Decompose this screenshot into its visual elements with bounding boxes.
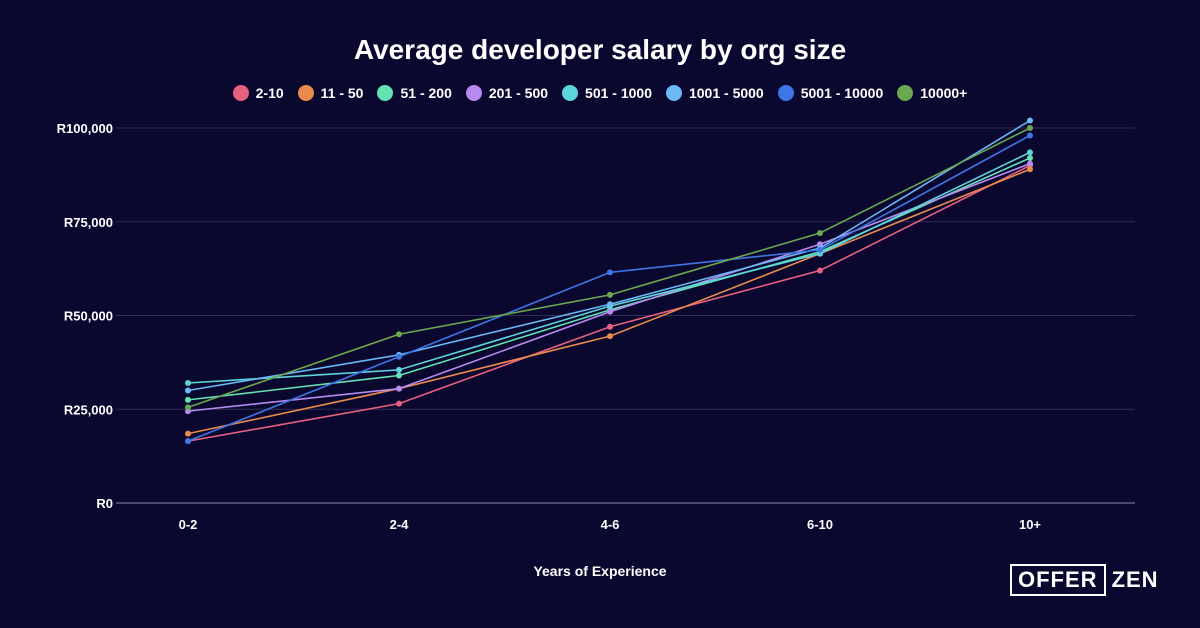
data-point bbox=[607, 333, 613, 340]
legend-item: 1001 - 5000 bbox=[665, 85, 764, 101]
series-line-5001-10000 bbox=[187, 134, 1031, 442]
data-point bbox=[817, 246, 823, 253]
legend-item: 5001 - 10000 bbox=[777, 85, 884, 101]
x-tick-label: 4-6 bbox=[601, 517, 620, 532]
legend-swatch bbox=[232, 85, 249, 101]
legend-swatch bbox=[777, 85, 794, 101]
legend-label: 201 - 500 bbox=[488, 85, 549, 101]
x-tick-label: 2-4 bbox=[390, 517, 410, 532]
data-point bbox=[1027, 132, 1033, 139]
logo-boxed-text: OFFER bbox=[1010, 563, 1106, 596]
x-tick-label: 0-2 bbox=[179, 517, 198, 532]
legend-label: 2-10 bbox=[255, 85, 284, 101]
legend-item: 201 - 500 bbox=[465, 85, 549, 101]
data-point bbox=[1027, 160, 1033, 167]
series-line-10000+ bbox=[187, 127, 1031, 409]
series-line-201-500 bbox=[187, 162, 1031, 412]
y-tick-label: R75,000 bbox=[64, 215, 113, 230]
data-point bbox=[185, 396, 191, 403]
legend-swatch bbox=[297, 85, 314, 101]
data-point bbox=[1027, 155, 1033, 161]
data-point bbox=[607, 308, 613, 315]
data-point bbox=[1027, 149, 1033, 156]
legend-label: 51 - 200 bbox=[400, 85, 452, 101]
legend-item: 11 - 50 bbox=[297, 85, 364, 101]
data-point bbox=[185, 387, 191, 394]
legend-item: 10000+ bbox=[897, 85, 967, 101]
data-point bbox=[396, 366, 402, 373]
data-point bbox=[396, 353, 402, 360]
data-point bbox=[1027, 125, 1033, 131]
legend-swatch bbox=[465, 85, 482, 101]
legend-swatch bbox=[897, 85, 914, 101]
y-tick-label: R50,000 bbox=[64, 309, 113, 324]
chart-legend: 2-10 11 - 50 51 - 200 201 - 500 501 - 1000 10… bbox=[0, 85, 1200, 101]
data-point bbox=[817, 267, 823, 274]
series-line-501-1000 bbox=[187, 151, 1031, 384]
legend-swatch bbox=[562, 85, 579, 101]
data-point bbox=[1027, 166, 1033, 173]
x-tick-label: 6-10 bbox=[807, 517, 833, 532]
y-tick-label: R0 bbox=[96, 496, 113, 511]
logo-rest-text: ZEN bbox=[1111, 566, 1159, 592]
data-point bbox=[396, 372, 402, 379]
data-point bbox=[185, 404, 191, 411]
legend-item: 51 - 200 bbox=[377, 85, 452, 101]
data-point bbox=[396, 385, 402, 392]
legend-swatch bbox=[377, 85, 394, 101]
y-tick-label: R100,000 bbox=[57, 121, 113, 136]
legend-item: 2-10 bbox=[232, 85, 284, 101]
series-line-1001-5000 bbox=[187, 119, 1031, 392]
data-point bbox=[185, 430, 191, 437]
legend-label: 501 - 1000 bbox=[585, 85, 652, 101]
data-point bbox=[607, 269, 613, 276]
legend-label: 11 - 50 bbox=[320, 85, 364, 101]
data-point bbox=[396, 400, 402, 407]
data-point bbox=[185, 438, 191, 445]
legend-label: 10000+ bbox=[920, 85, 968, 101]
data-point bbox=[1027, 117, 1033, 124]
chart-title: Average developer salary by org size bbox=[353, 34, 847, 65]
data-point bbox=[817, 230, 823, 236]
legend-label: 1001 - 5000 bbox=[688, 85, 764, 101]
data-point bbox=[185, 380, 191, 386]
y-tick-label: R25,000 bbox=[64, 402, 113, 417]
x-tick-label: 10+ bbox=[1019, 517, 1041, 532]
data-point bbox=[396, 331, 402, 338]
x-axis-title: Years of Experience bbox=[533, 563, 667, 579]
legend-label: 5001 - 10000 bbox=[800, 85, 884, 101]
legend-item: 501 - 1000 bbox=[562, 85, 652, 101]
legend-swatch bbox=[665, 85, 682, 101]
offerzen-logo: OFFER ZEN bbox=[1010, 563, 1159, 596]
data-point bbox=[607, 291, 613, 298]
data-point bbox=[607, 323, 613, 330]
data-point bbox=[607, 301, 613, 308]
